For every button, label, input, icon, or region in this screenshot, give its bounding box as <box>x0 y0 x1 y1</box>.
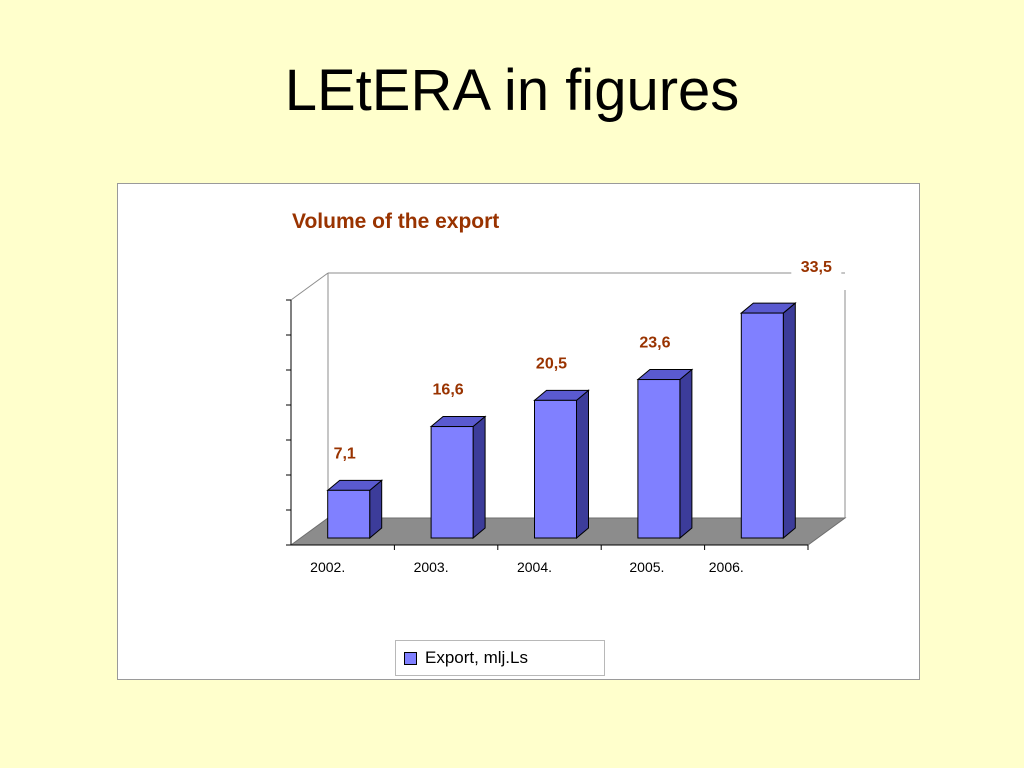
data-label: 33,5 <box>801 259 832 276</box>
legend: Export, mlj.Ls <box>395 640 605 676</box>
x-tick-label: 2005. <box>629 559 664 575</box>
bar-front <box>740 312 784 539</box>
bar <box>326 479 384 540</box>
bar-front <box>637 379 681 539</box>
x-tick-label: 2003. <box>414 559 449 575</box>
slide-title: LEtERA in figures <box>284 58 740 123</box>
data-label: 23,6 <box>639 335 670 352</box>
side-wall-top-edge <box>290 272 329 301</box>
bar-side <box>679 368 693 540</box>
bar-side <box>576 389 589 540</box>
bar-side <box>472 415 486 540</box>
chart-frame: Volume of the export 7,1 16,6 20,5 23,6 33,5… <box>117 183 920 680</box>
bar <box>636 368 694 540</box>
bar-front <box>534 399 577 539</box>
bar-front <box>430 426 474 539</box>
x-tick-label: 2006. <box>709 559 744 575</box>
chart-title: Volume of the export <box>292 210 499 233</box>
x-tick-label: 2002. <box>310 559 345 575</box>
bar <box>739 302 797 540</box>
bar <box>429 415 487 540</box>
data-label: 20,5 <box>536 355 567 372</box>
data-label: 16,6 <box>433 382 464 399</box>
chart-plot: Volume of the export 7,1 16,6 20,5 23,6 33,5… <box>286 210 847 575</box>
bar-side <box>782 302 796 540</box>
legend-swatch <box>404 651 417 665</box>
data-label: 7,1 <box>334 445 356 462</box>
x-tick-label: 2004. <box>517 559 552 575</box>
bar <box>533 389 590 540</box>
bar-front <box>327 489 371 539</box>
data-label-bg <box>791 254 842 278</box>
legend-label: Export, mlj.Ls <box>425 648 528 667</box>
